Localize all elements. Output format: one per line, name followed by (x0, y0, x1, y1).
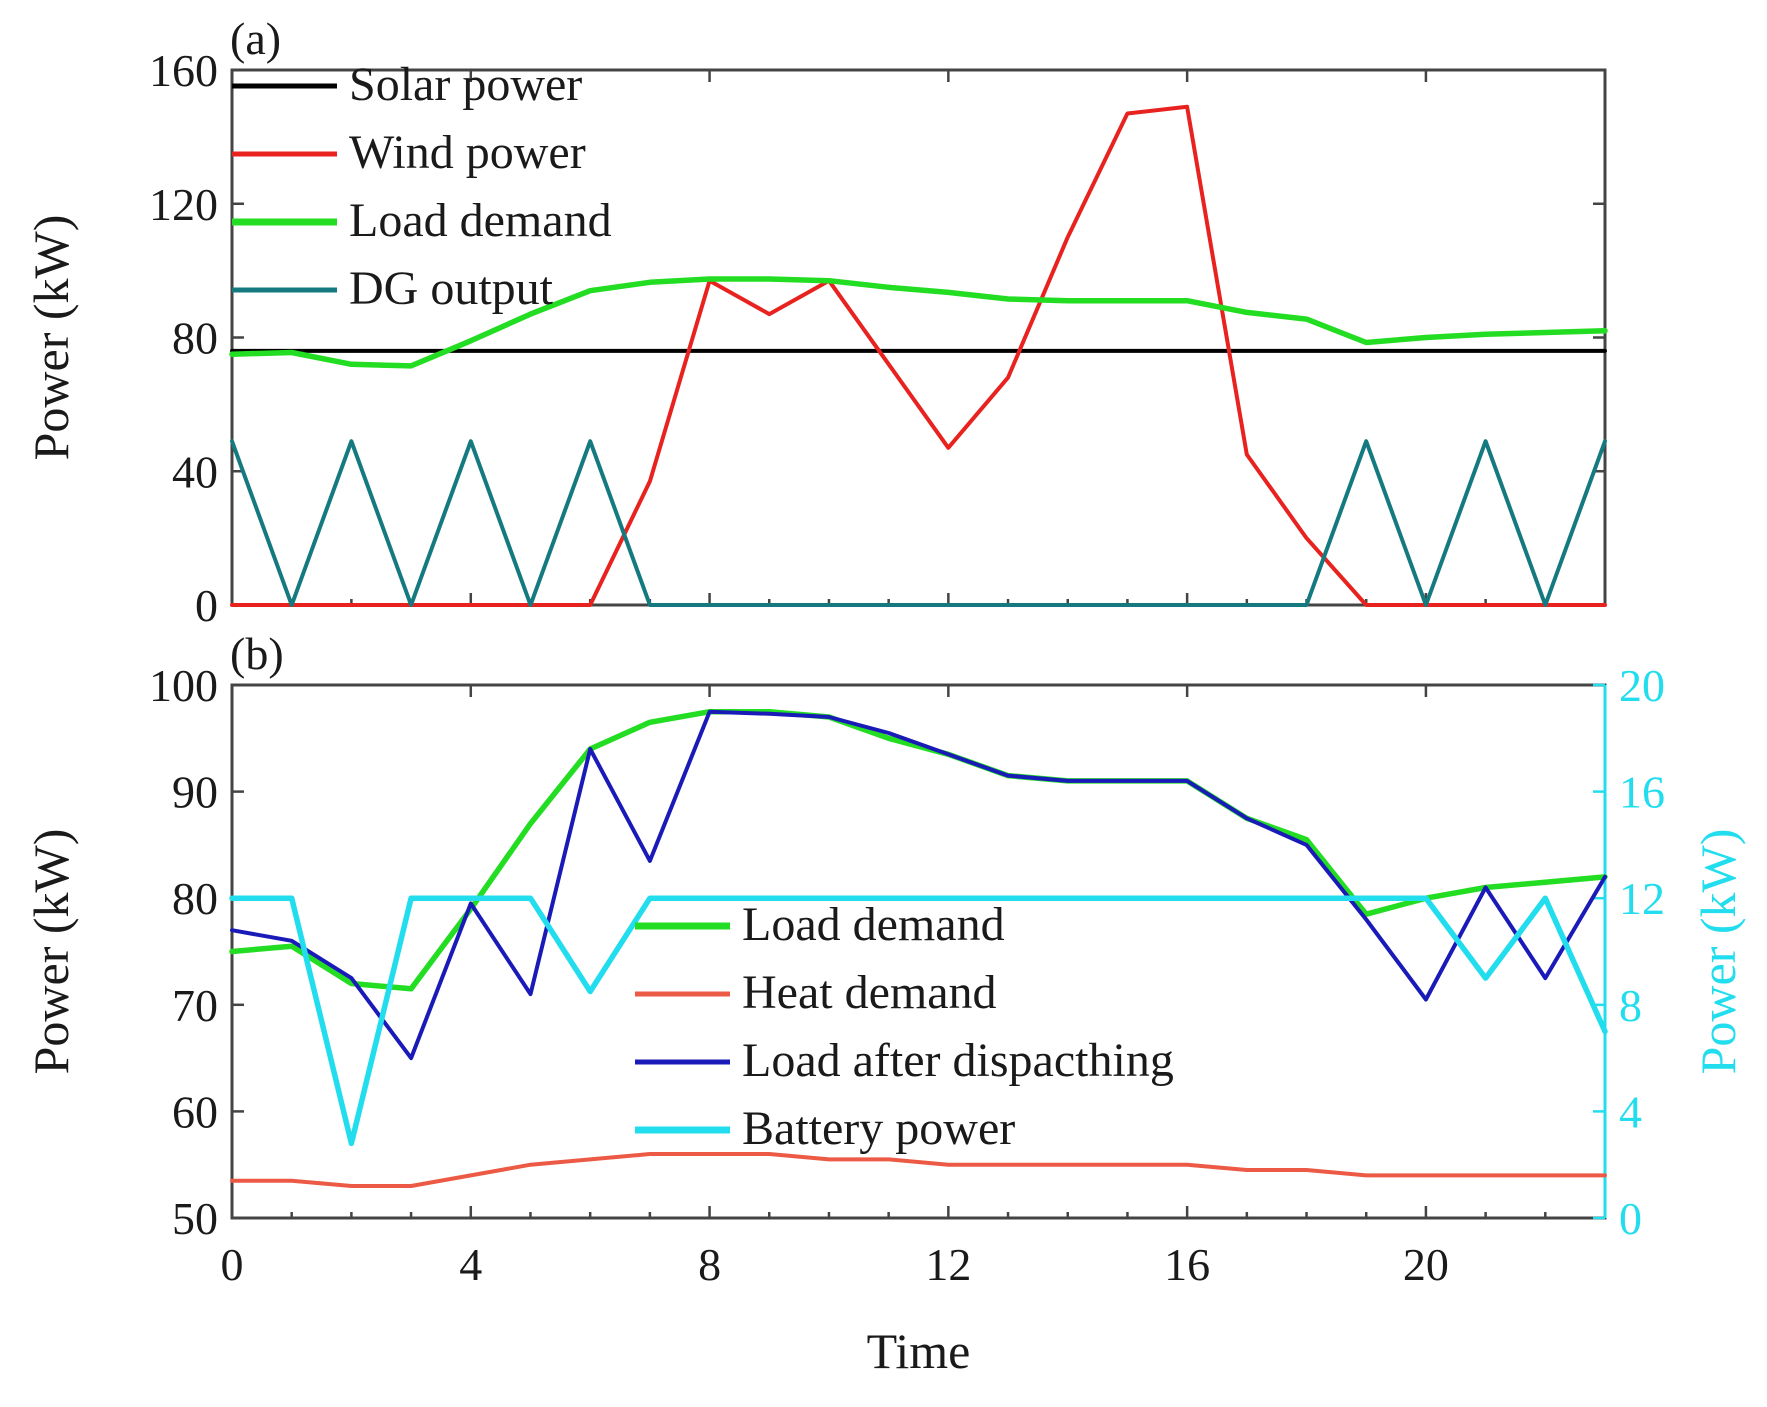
legend-label: Solar power (349, 58, 582, 111)
y-tick-label: 90 (172, 767, 218, 818)
legend-label: Wind power (349, 126, 586, 179)
panel-b: 0 4 8 12 16 20 50 60 70 80 90 100 Power (kW) 0 4 8 12 16 2… (23, 628, 1746, 1379)
series-line-dg (230, 439, 1607, 607)
x-tick-label: 20 (1403, 1239, 1449, 1290)
y2-tick-label: 4 (1619, 1086, 1642, 1137)
legend-label: Load after dispacthing (742, 1034, 1174, 1087)
series-line-battery (229, 895, 1608, 1147)
y2-tick-label: 16 (1619, 767, 1665, 818)
y-tick-label: 120 (149, 179, 218, 230)
x-tick-label: 12 (925, 1239, 971, 1290)
legend-label: Load demand (349, 194, 612, 247)
panel-label: (a) (230, 13, 281, 64)
y-tick-label: 40 (172, 446, 218, 497)
y-tick-label: 70 (172, 980, 218, 1031)
y-axis-title: Power (kW) (23, 215, 79, 461)
series-line-load_after (230, 709, 1607, 1061)
y-tick-label: 50 (172, 1193, 218, 1244)
x-tick-label: 0 (221, 1239, 244, 1290)
y2-tick-label: 12 (1619, 873, 1665, 924)
y-tick-label: 80 (172, 313, 218, 364)
panel-label: (b) (230, 628, 284, 679)
y-tick-label: 80 (172, 873, 218, 924)
y2-tick-label: 20 (1619, 660, 1665, 711)
x-tick-label: 4 (459, 1239, 482, 1290)
series-line-heat (230, 1152, 1607, 1188)
legend: Load demand Heat demand Load after dispact… (635, 898, 1174, 1155)
y-tick-label: 100 (149, 660, 218, 711)
y2-axis-title: Power (kW) (1690, 829, 1746, 1075)
y2-tick-label: 0 (1619, 1193, 1642, 1244)
legend-label: Load demand (742, 898, 1005, 951)
y-tick-label: 60 (172, 1086, 218, 1137)
y-tick-label: 160 (149, 45, 218, 96)
x-tick-label: 8 (698, 1239, 721, 1290)
series-line-load (229, 708, 1608, 992)
x-axis-title: Time (867, 1323, 971, 1379)
series-line-wind (230, 104, 1607, 607)
y-tick-label: 0 (195, 580, 218, 631)
y2-tick-label: 8 (1619, 980, 1642, 1031)
legend-label: Battery power (742, 1102, 1015, 1155)
x-tick-label: 16 (1164, 1239, 1210, 1290)
legend-label: Heat demand (742, 966, 997, 1019)
panel-a: 0 40 80 120 160 Power (kW) (a) Solar power Wind … (23, 13, 1608, 631)
y-axis-title: Power (kW) (23, 829, 79, 1075)
legend: Solar power Wind power Load demand DG outpu… (232, 58, 612, 315)
legend-label: DG output (349, 262, 554, 315)
series-line-load (229, 276, 1608, 369)
